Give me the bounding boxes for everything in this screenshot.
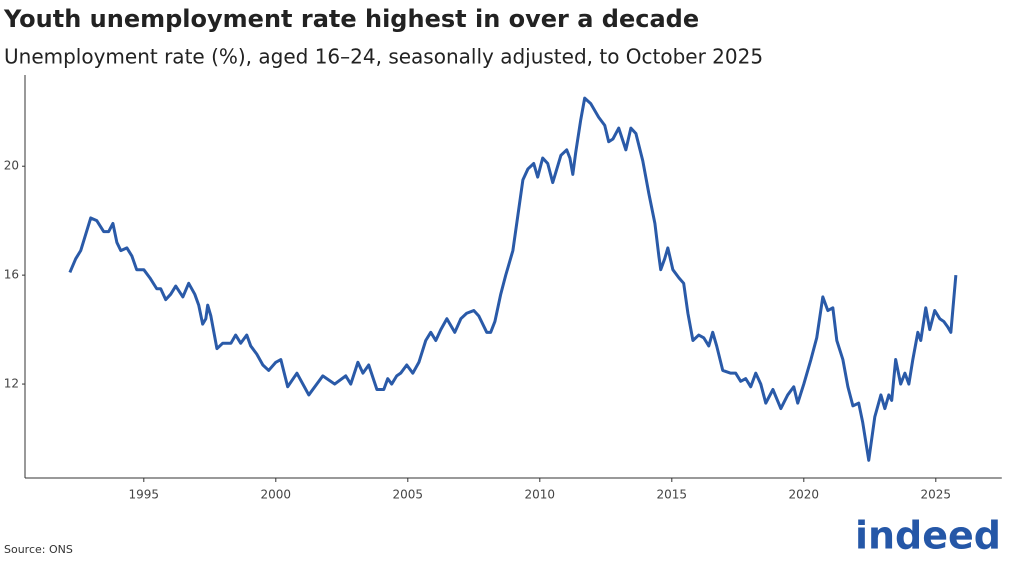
- chart-subtitle: Unemployment rate (%), aged 16–24, seaso…: [4, 45, 763, 69]
- chart-title: Youth unemployment rate highest in over …: [3, 5, 699, 33]
- x-tick-label: 2025: [921, 488, 952, 502]
- x-tick-label: 2020: [789, 488, 820, 502]
- y-tick-label: 12: [4, 377, 19, 391]
- y-tick-label: 16: [4, 268, 19, 282]
- x-tick-label: 2000: [261, 488, 292, 502]
- y-tick-label: 20: [4, 159, 19, 173]
- x-tick-label: 2010: [525, 488, 556, 502]
- x-tick-label: 2015: [657, 488, 688, 502]
- x-tick-label: 2005: [393, 488, 424, 502]
- logo: indeed: [855, 514, 1001, 558]
- x-tick-label: 1995: [129, 488, 160, 502]
- data-line: [68, 96, 958, 462]
- source-note: Source: ONS: [4, 543, 73, 556]
